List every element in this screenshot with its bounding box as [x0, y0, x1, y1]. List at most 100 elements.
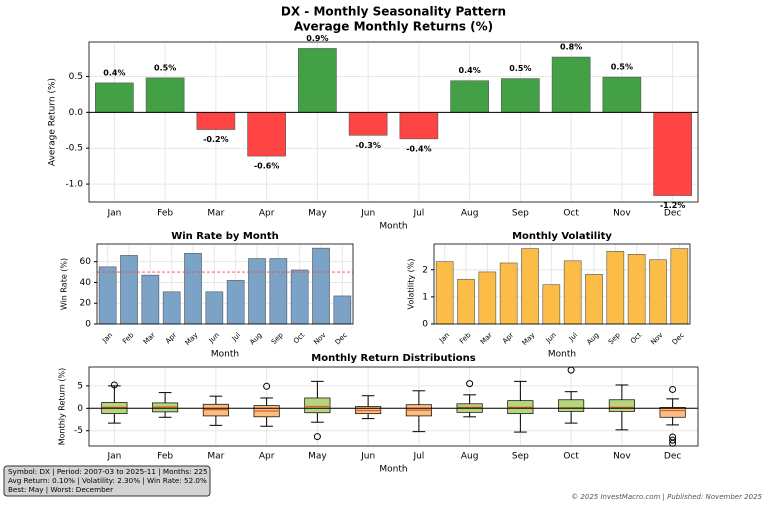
x-tick-label: May — [308, 452, 327, 462]
y-axis-label: Volatility (%) — [407, 259, 416, 310]
bar — [269, 258, 288, 325]
x-tick-label: Jul — [412, 452, 424, 462]
bar — [98, 266, 117, 325]
chart-title: Win Rate by Month — [171, 231, 279, 242]
x-tick-label: Jul — [567, 331, 579, 343]
y-tick-label: 0 — [77, 404, 83, 414]
box — [608, 399, 635, 412]
outlier — [263, 382, 271, 390]
x-tick-label: Jun — [360, 452, 375, 462]
value-label: 0.5% — [509, 64, 531, 73]
y-tick-label: 1 — [422, 292, 428, 302]
x-tick-label: Sep — [607, 331, 622, 346]
bar — [162, 291, 181, 325]
chart-title: Monthly Return Distributions — [311, 353, 475, 364]
value-label: -0.4% — [406, 144, 432, 153]
value-label: 0.9% — [306, 34, 328, 43]
y-axis-label: Average Return (%) — [48, 78, 58, 166]
x-tick-label: Apr — [259, 452, 275, 462]
bar — [499, 262, 518, 325]
y-tick-label: 0 — [422, 320, 428, 330]
bar — [196, 112, 236, 130]
outlier — [669, 436, 677, 444]
outlier — [669, 385, 677, 393]
x-tick-label: Apr — [164, 331, 178, 345]
bar — [399, 112, 439, 140]
x-tick-label: Oct — [563, 452, 579, 462]
x-tick-label: May — [521, 331, 537, 347]
y-tick-label: 40 — [80, 278, 92, 288]
x-tick-label: Apr — [259, 209, 275, 219]
bar — [184, 253, 202, 325]
x-tick-label: Dec — [664, 452, 681, 462]
chart-subtitle: Average Monthly Returns (%) — [294, 20, 493, 34]
x-tick-label: Feb — [121, 331, 136, 346]
x-axis-label: Month — [379, 222, 407, 232]
plot-frame — [88, 366, 699, 447]
y-tick-label: 20 — [80, 299, 92, 309]
y-tick-label: -5 — [74, 426, 83, 436]
box — [304, 397, 331, 414]
bar — [247, 112, 286, 157]
x-tick-label: Oct — [563, 209, 579, 219]
bar — [670, 248, 689, 325]
value-label: 0.8% — [560, 43, 582, 52]
x-tick-label: Oct — [629, 331, 643, 345]
bar — [501, 78, 540, 113]
x-tick-label: Jan — [106, 209, 121, 219]
bar — [542, 284, 561, 325]
x-tick-label: Nov — [312, 331, 327, 346]
bar — [312, 247, 330, 325]
value-label: -0.6% — [254, 162, 280, 171]
x-tick-label: Sep — [512, 209, 529, 219]
x-tick-label: Sep — [512, 452, 529, 462]
x-tick-label: Aug — [461, 209, 479, 219]
x-tick-label: Jan — [106, 452, 121, 462]
outlier — [466, 380, 474, 388]
bar — [627, 254, 646, 325]
info-line: Best: May | Worst: December — [8, 485, 113, 494]
outlier — [110, 381, 118, 389]
x-tick-label: Nov — [649, 331, 664, 346]
y-tick-label: 0 — [85, 320, 91, 330]
x-tick-label: Mar — [207, 209, 224, 219]
value-label: -0.3% — [355, 141, 381, 150]
x-tick-label: Aug — [248, 331, 263, 346]
info-box — [3, 465, 211, 497]
plot-frame — [96, 243, 354, 325]
bar — [551, 56, 591, 113]
bar — [606, 251, 625, 325]
x-tick-label: Nov — [613, 209, 631, 219]
y-tick-label: 2 — [422, 265, 428, 275]
y-tick-label: 0.5 — [69, 72, 83, 82]
bar — [120, 255, 138, 325]
x-tick-label: Dec — [664, 209, 681, 219]
info-line: Symbol: DX | Period: 2007-03 to 2025-11 … — [8, 467, 208, 476]
bar — [141, 274, 160, 325]
y-tick-label: 60 — [80, 257, 92, 267]
x-tick-label: May — [308, 209, 327, 219]
x-tick-label: Feb — [157, 209, 173, 219]
box — [659, 407, 686, 418]
y-tick-label: 5 — [77, 381, 83, 391]
bar — [478, 271, 497, 325]
y-axis-label: Monthly Return (%) — [58, 368, 67, 446]
value-label: 0.4% — [459, 66, 481, 75]
x-tick-label: Feb — [157, 452, 173, 462]
bar — [248, 258, 266, 325]
value-label: 0.5% — [154, 63, 176, 72]
bar — [450, 80, 489, 113]
x-tick-label: May — [184, 331, 200, 347]
bar — [457, 278, 475, 325]
value-label: 0.4% — [103, 68, 125, 77]
bar — [563, 260, 582, 325]
y-axis-label: Win Rate (%) — [60, 258, 69, 310]
x-tick-label: Jul — [412, 209, 424, 219]
bar — [145, 77, 185, 113]
x-tick-label: Jun — [207, 331, 221, 345]
bar — [602, 76, 642, 113]
x-tick-label: Mar — [142, 331, 157, 346]
bar — [95, 82, 134, 113]
chart-title: Monthly Volatility — [512, 231, 612, 242]
